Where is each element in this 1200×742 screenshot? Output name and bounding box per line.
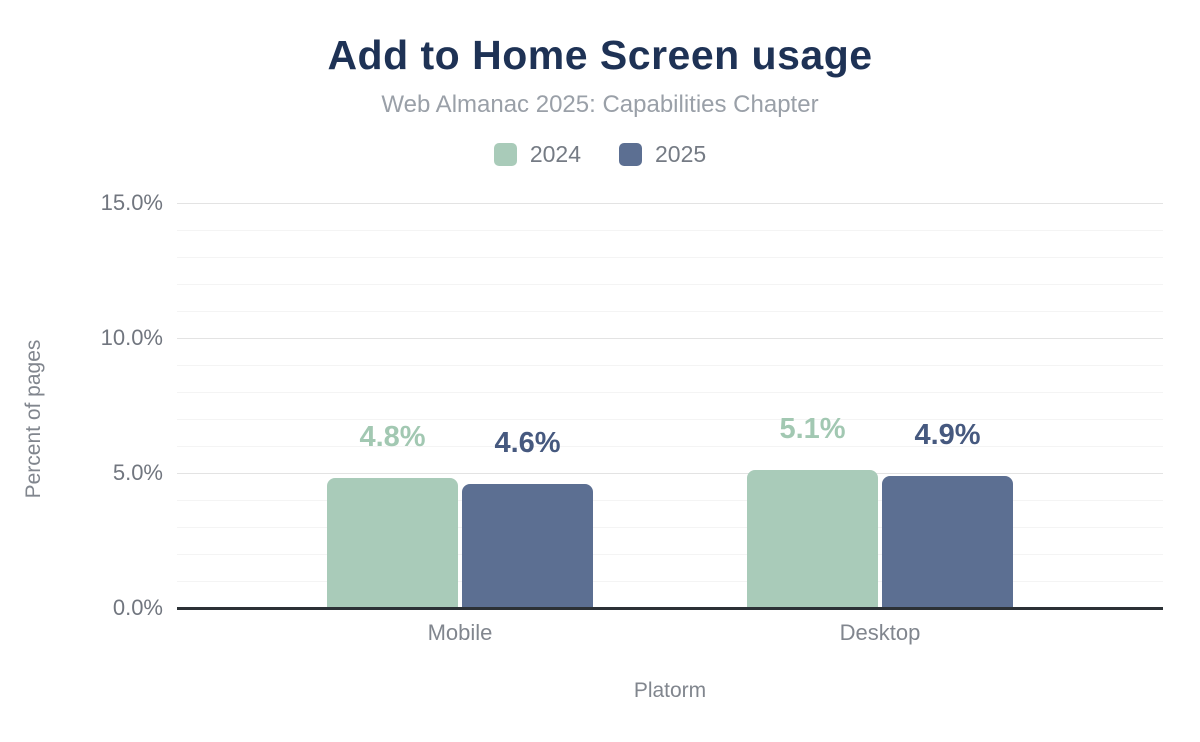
minor-gridline [177,392,1163,393]
bar-desktop-2024 [747,470,878,608]
bar-value-label-desktop-2025: 4.9% [914,418,981,451]
minor-gridline [177,527,1163,528]
minor-gridline [177,500,1163,501]
bar-value-label-desktop-2024: 5.1% [779,413,846,446]
major-gridline [177,338,1163,339]
bar-value-label-mobile-2025: 4.6% [494,426,561,459]
legend-label-2024: 2024 [529,141,581,167]
bar-mobile-2024 [327,478,458,608]
x-tick-label-desktop: Desktop [839,620,921,645]
major-gridline [177,203,1163,204]
minor-gridline [177,365,1163,366]
bar-value-label-mobile-2024: 4.8% [359,421,426,454]
y-axis-title: Percent of pages [22,339,45,499]
y-tick-label: 0.0% [112,595,163,620]
minor-gridline [177,581,1163,582]
plot-area: 4.8% 4.6% 5.1% 4.9% [177,203,1163,608]
y-tick-label: 10.0% [100,325,163,350]
minor-gridline [177,554,1163,555]
bar-mobile-2025 [462,483,593,608]
y-tick-label: 15.0% [100,190,163,215]
legend-swatch-2024 [493,143,517,166]
major-gridline [177,473,1163,474]
minor-gridline [177,311,1163,312]
chart-subtitle: Web Almanac 2025: Capabilities Chapter [381,91,819,118]
minor-gridline [177,257,1163,258]
x-tick-label-mobile: Mobile [427,620,493,645]
x-axis-title: Platorm [633,679,707,702]
legend-swatch-2025 [619,143,642,166]
y-tick-label: 5.0% [112,460,163,485]
legend-item-2025: 2025 [619,141,706,168]
chart-legend: 2024 2025 [0,141,1200,168]
chart-title: Add to Home Screen usage [327,32,873,78]
minor-gridline [177,419,1163,420]
legend-label-2025: 2025 [655,141,707,167]
legend-item-2024: 2024 [493,141,581,168]
bar-desktop-2025 [882,475,1013,608]
x-axis-line [177,607,1163,610]
minor-gridline [177,230,1163,231]
minor-gridline [177,284,1163,285]
minor-gridline [177,446,1163,447]
